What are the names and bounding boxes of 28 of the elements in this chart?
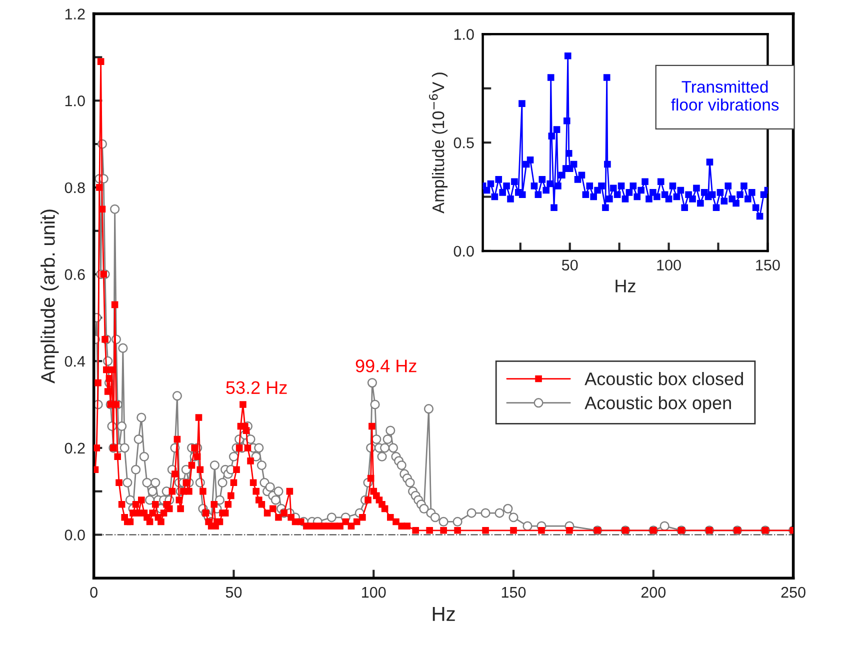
y-tick-label: 0.4 [64,356,86,367]
y-tick-label: 0.5 [454,137,474,148]
legend-label: Acoustic box open [584,396,731,413]
y-tick-label: 0.6 [64,269,85,280]
x-tick-label: 50 [562,260,578,271]
y-axis-title: Amplitude (10$^{−6}$V ) [429,72,448,214]
y-tick-label: 0.0 [64,530,85,540]
y-axis-title: Amplitude (arb. unit) [40,210,59,384]
annotation: Transmitted floor vibrations [671,80,779,111]
y-tick-label: 0.0 [454,246,474,257]
x-tick-label: 150 [502,586,526,598]
x-tick-label: 250 [781,586,806,598]
x-tick-label: 200 [641,586,666,598]
y-tick-label: 1.2 [65,8,85,20]
y-tick-label: 1.0 [454,29,474,40]
annotation: 53.2 Hz [226,381,287,394]
legend-label: Acoustic box closed [584,372,743,386]
x-tick-label: 100 [362,586,386,598]
x-axis-title: Hz [616,280,636,292]
y-tick-label: 0.2 [64,442,85,454]
x-tick-label: 150 [756,260,780,271]
x-tick-label: 50 [226,586,242,598]
y-tick-label: 0.8 [64,182,85,194]
y-tick-label: 1.0 [65,95,85,106]
x-axis-title: Hz [432,607,455,621]
x-tick-label: 100 [657,260,681,271]
annotation: 99.4 Hz [356,360,416,372]
x-tick-label: 0 [90,586,98,598]
